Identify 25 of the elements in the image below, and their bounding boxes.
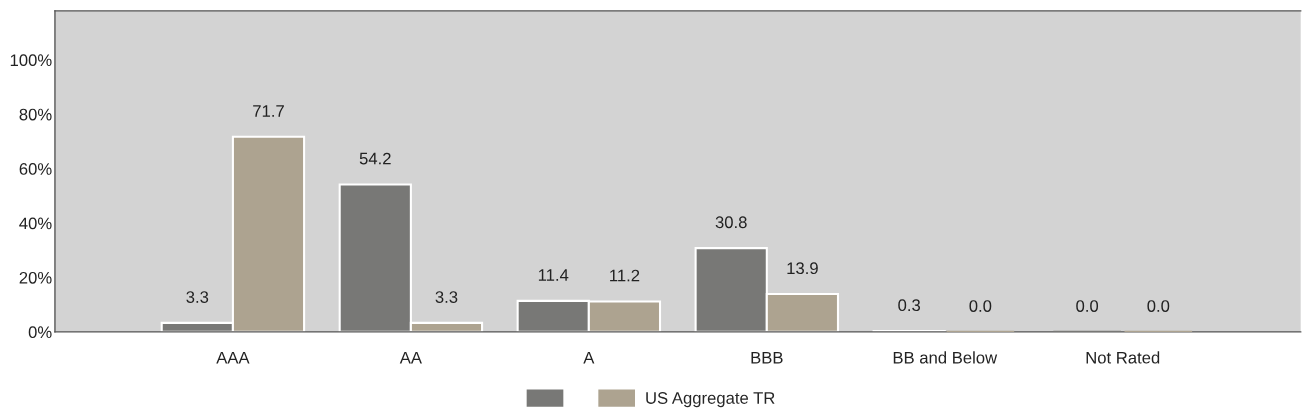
data-label: 0.0 [1147, 300, 1170, 312]
data-label: 0.0 [969, 300, 992, 312]
y-tick-label: 80% [19, 108, 52, 121]
x-tick-label: BBB [751, 351, 783, 364]
x-tick-label: Not Rated [1086, 351, 1160, 364]
data-label: 54.2 [359, 152, 391, 165]
data-label: 0.0 [1076, 300, 1099, 312]
y-tick-label: 20% [19, 271, 52, 284]
y-tick-label: 40% [19, 217, 52, 230]
data-label: 11.2 [610, 269, 640, 282]
data-label: 3.3 [186, 291, 209, 303]
data-label: 11.4 [538, 269, 569, 281]
x-tick-label: AAA [216, 351, 250, 364]
data-label: 3.3 [435, 291, 458, 303]
x-tick-label: A [583, 351, 595, 364]
x-tick-label: BB and Below [893, 351, 998, 364]
data-label: 30.8 [715, 216, 747, 229]
legend-label: US Aggregate TR [646, 392, 775, 408]
data-label: 13.9 [787, 262, 818, 275]
data-label: 71.7 [253, 105, 284, 117]
y-tick-label: 100% [10, 54, 52, 67]
x-tick-label: AA [399, 351, 422, 364]
y-tick-label: 0% [28, 326, 52, 339]
data-label: 0.3 [898, 299, 921, 312]
y-tick-label: 60% [19, 163, 52, 175]
